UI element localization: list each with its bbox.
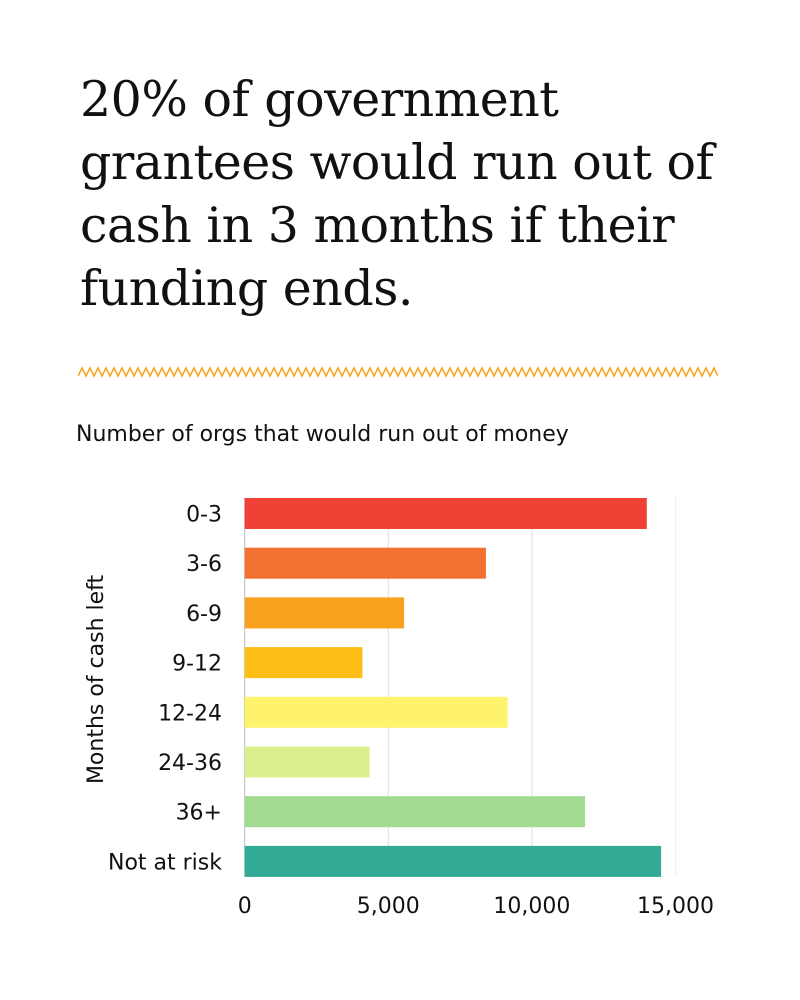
wavy-divider (78, 366, 718, 378)
category-label: 6-9 (186, 602, 222, 627)
x-tick-label: 15,000 (637, 894, 714, 919)
bar-9-12 (244, 647, 363, 679)
chart-title: Number of orgs that would run out of mon… (76, 422, 569, 447)
category-label: 3-6 (186, 552, 222, 577)
bar-Not at risk (244, 845, 662, 877)
x-tick-label: 10,000 (493, 894, 570, 919)
category-label: 12-24 (158, 701, 222, 726)
bar-0-3 (244, 498, 647, 529)
y-axis-label: Months of cash left (84, 574, 109, 784)
bar-6-9 (244, 597, 405, 629)
x-tick-label: 5,000 (357, 894, 420, 919)
bar-36+ (244, 796, 586, 828)
bar-24-36 (244, 746, 370, 778)
category-label: 24-36 (158, 751, 222, 776)
wave-line (78, 366, 718, 378)
x-tick-label: 0 (238, 894, 252, 919)
category-label: 9-12 (172, 652, 222, 677)
category-label: Not at risk (108, 850, 222, 875)
bar-12-24 (244, 696, 508, 728)
category-label: 36+ (176, 801, 222, 826)
bar-3-6 (244, 547, 486, 579)
headline: 20% of government grantees would run out… (80, 71, 714, 317)
category-label: 0-3 (186, 503, 222, 528)
bar-chart: 0 5,000 10,000 15,000 0-3 3-6 6-9 9-12 12-24 24-3… (84, 498, 714, 919)
